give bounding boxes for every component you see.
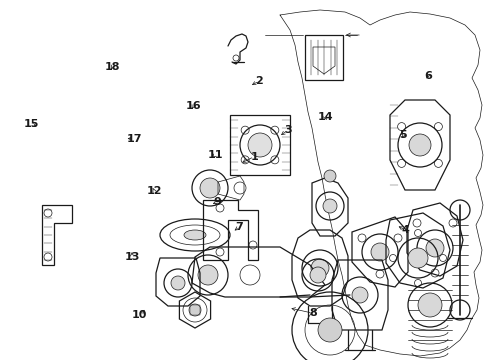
Text: 1: 1 <box>250 152 258 162</box>
Text: 10: 10 <box>131 310 147 320</box>
Text: 9: 9 <box>213 197 221 207</box>
Circle shape <box>351 287 367 303</box>
Circle shape <box>198 265 218 285</box>
Text: 5: 5 <box>399 130 407 140</box>
Text: 4: 4 <box>401 225 409 235</box>
Text: 17: 17 <box>126 134 142 144</box>
Circle shape <box>425 239 443 257</box>
Circle shape <box>189 304 201 316</box>
Text: 2: 2 <box>255 76 263 86</box>
Circle shape <box>200 178 220 198</box>
Circle shape <box>370 243 388 261</box>
Text: 8: 8 <box>308 308 316 318</box>
Text: 3: 3 <box>284 125 292 135</box>
Text: 13: 13 <box>124 252 140 262</box>
Circle shape <box>324 170 335 182</box>
Text: 12: 12 <box>146 186 162 196</box>
Circle shape <box>247 133 271 157</box>
Text: 14: 14 <box>317 112 332 122</box>
Circle shape <box>407 248 427 268</box>
Circle shape <box>309 267 325 283</box>
Circle shape <box>171 276 184 290</box>
Text: 15: 15 <box>24 119 40 129</box>
Text: 7: 7 <box>235 222 243 232</box>
Circle shape <box>417 293 441 317</box>
Circle shape <box>408 134 430 156</box>
Text: 16: 16 <box>185 101 201 111</box>
Circle shape <box>317 318 341 342</box>
Ellipse shape <box>183 230 205 240</box>
Circle shape <box>323 199 336 213</box>
Text: 6: 6 <box>423 71 431 81</box>
Circle shape <box>310 259 328 277</box>
Text: 18: 18 <box>104 62 120 72</box>
Text: 11: 11 <box>207 150 223 160</box>
